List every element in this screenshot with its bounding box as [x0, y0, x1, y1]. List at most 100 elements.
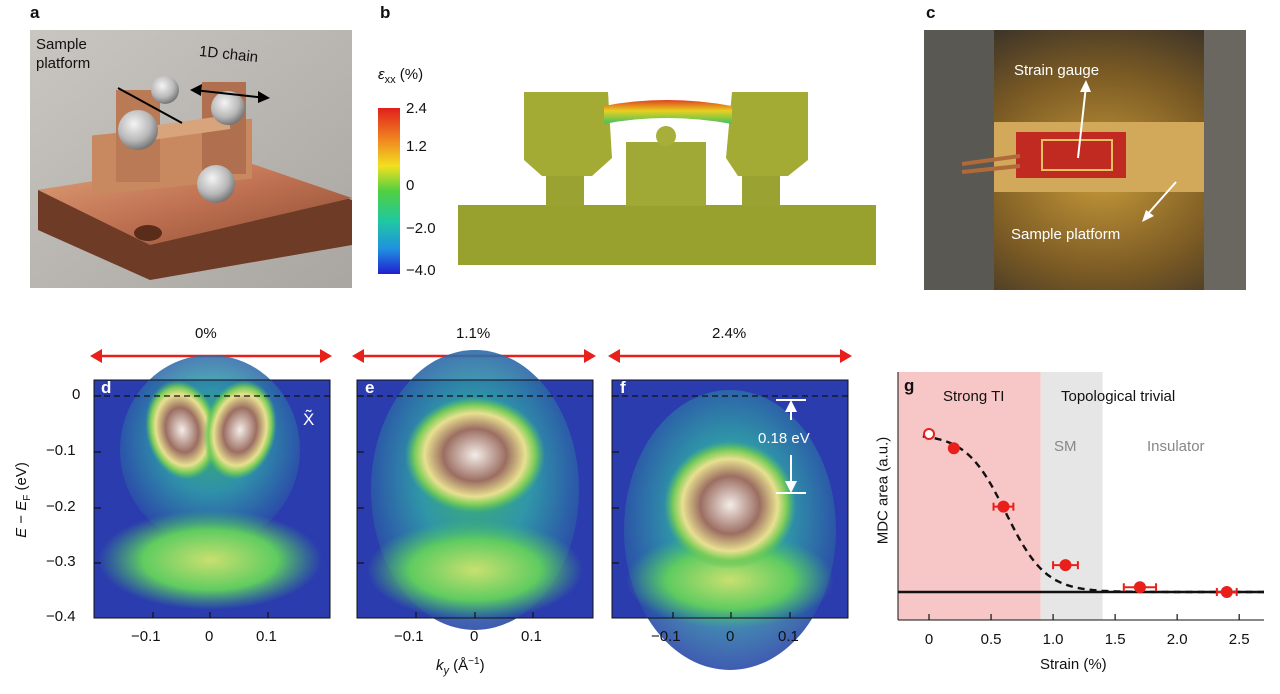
y-axis-label: E − EF (eV) [13, 425, 33, 575]
label-sample-platform-1: Sample [36, 36, 87, 53]
y-tick-4: −0.4 [46, 608, 76, 625]
strain-gauge [1016, 132, 1126, 178]
panel-a-letter: a [30, 3, 40, 22]
gauge-pointer [1077, 85, 1087, 159]
platform-arrowhead-c [1142, 210, 1154, 222]
colorbar-sub: xx [384, 74, 396, 86]
screw-3 [151, 76, 179, 104]
xlabel-unit: (Å [449, 657, 469, 674]
data-point-4 [1133, 581, 1146, 594]
panel-e-letter: e [365, 378, 375, 397]
data-point-2 [997, 500, 1010, 513]
strain-label-f: 2.4% [712, 325, 747, 342]
sim-ball [656, 126, 676, 146]
arpes-panel-f [611, 379, 849, 670]
g-x-tick-label-1: 0.5 [981, 631, 1002, 648]
strain-arrowhead-e-left [352, 349, 364, 363]
x-tick-f-3: 0.1 [778, 628, 799, 645]
sim-clamp-right [726, 92, 808, 176]
colorbar-tick-2: 1.2 [406, 138, 427, 155]
gauge-grid [1041, 139, 1113, 171]
wire-1 [961, 154, 1021, 166]
label-sample-platform-2: platform [36, 55, 91, 72]
sim-clamp-left [524, 92, 612, 176]
panel-g-letter: g [904, 376, 915, 395]
x-tick-e-2: 0 [470, 628, 479, 645]
xlabel-exp: −1 [468, 656, 480, 667]
ylabel-ef: E [13, 500, 30, 511]
platform-pointer-c [1145, 181, 1177, 217]
clamp-right [1204, 30, 1246, 290]
xlabel-close: ) [479, 657, 485, 674]
arpes-figure [90, 349, 852, 670]
xlabel-sub: y [443, 665, 450, 677]
ylabel-e: E [13, 527, 30, 538]
region-band-2 [1102, 372, 1264, 620]
y-tick-0: 0 [72, 386, 81, 403]
strain-label-d: 0% [195, 325, 217, 342]
strain-arrowhead-d-left [90, 349, 102, 363]
x-tick-d-1: −0.1 [131, 628, 161, 645]
g-x-tick-label-3: 1.5 [1105, 631, 1126, 648]
xlabel-k: k [436, 657, 444, 674]
g-x-tick-label-5: 2.5 [1229, 631, 1250, 648]
panel-c-letter: c [926, 3, 936, 22]
screw-1 [118, 110, 158, 150]
g-x-tick-label-0: 0 [925, 631, 933, 648]
y-tick-1: −0.1 [46, 442, 76, 459]
arpes-panel-e [356, 350, 594, 630]
strain-arrowhead-f-left [608, 349, 620, 363]
gauge-arrowhead [1080, 80, 1091, 92]
arpes-panel-d [93, 355, 331, 619]
region-band-1 [1040, 372, 1103, 620]
colorbar-tick-1: 2.4 [406, 100, 427, 117]
x-tilde-label: X̃ [303, 410, 315, 429]
ylabel-minus: − [13, 510, 30, 528]
g-x-axis-label: Strain (%) [1040, 656, 1107, 673]
region-strong-ti: Strong TI [943, 388, 1005, 405]
colorbar-title: εxx (%) [378, 66, 423, 86]
y-tick-2: −0.2 [46, 498, 76, 515]
label-sample-platform-c: Sample platform [1011, 226, 1121, 243]
colorbar-tick-4: −2.0 [406, 220, 436, 237]
hole [134, 225, 162, 241]
chain-arrowhead-left [190, 84, 202, 96]
x-tick-f-2: 0 [726, 628, 735, 645]
region-topological-trivial: Topological trivial [1061, 388, 1176, 405]
sample-platform-bar [139, 115, 231, 142]
panel-f-letter: f [620, 378, 626, 397]
colorbar-symbol: ε [378, 66, 385, 83]
region-band-0 [898, 372, 1041, 620]
x-axis-label: ky (Å−1) [436, 656, 485, 677]
fit-curve [922, 435, 1264, 594]
colorbar-unit: (%) [395, 66, 424, 83]
colorbar [378, 108, 400, 274]
data-point-5 [1220, 586, 1233, 598]
region-sm: SM [1054, 438, 1077, 455]
strain-label-e: 1.1% [456, 325, 491, 342]
ylabel-unit: (eV) [13, 462, 30, 495]
simulation-render [458, 92, 876, 265]
g-x-tick-label-2: 1.0 [1043, 631, 1064, 648]
colorbar-tick-3: 0 [406, 177, 415, 194]
g-x-tick-label-4: 2.0 [1167, 631, 1188, 648]
panel-c-photo [924, 30, 1246, 290]
sim-base [458, 205, 876, 265]
platform-pointer [117, 87, 183, 124]
y-ticks [94, 395, 619, 564]
strain-arrowhead-f-right [840, 349, 852, 363]
panel-b-letter: b [380, 3, 391, 22]
sim-beam [604, 100, 732, 124]
sim-pedestal [626, 142, 706, 206]
panel-g-chart: 0 0.5 1.0 1.5 2.0 2.5 [897, 372, 1264, 648]
chain-arrow-line [193, 89, 267, 99]
data-point-1 [947, 442, 960, 455]
g-y-axis-label: MDC area (a.u.) [874, 436, 892, 545]
panel-d-letter: d [101, 378, 112, 397]
y-tick-3: −0.3 [46, 553, 76, 570]
region-insulator: Insulator [1147, 438, 1205, 455]
data-point-3 [1059, 559, 1072, 572]
panel-a-photo [30, 30, 352, 288]
x-tick-e-3: 0.1 [521, 628, 542, 645]
chain-arrowhead-right [258, 91, 270, 103]
